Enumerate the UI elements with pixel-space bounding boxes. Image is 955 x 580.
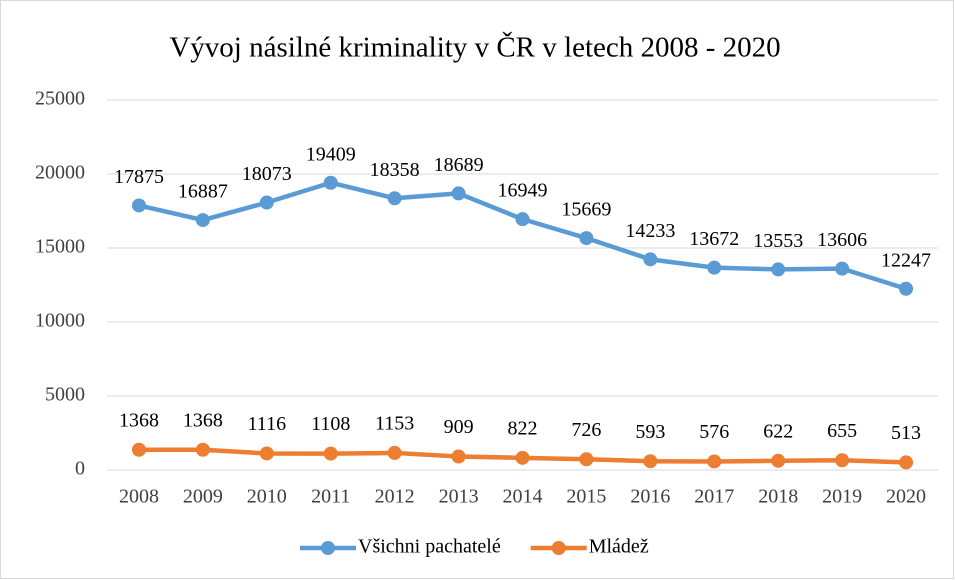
x-tick-label: 2009 — [183, 486, 223, 508]
data-point — [707, 454, 722, 469]
data-point — [195, 213, 210, 228]
x-tick-label: 2012 — [375, 486, 415, 508]
data-point — [259, 446, 274, 461]
data-point — [515, 450, 530, 465]
data-label: 12247 — [881, 249, 931, 271]
data-label: 19409 — [306, 143, 356, 165]
data-point — [259, 195, 274, 210]
legend-marker — [321, 541, 335, 555]
data-label: 1108 — [311, 413, 350, 435]
data-label: 593 — [635, 421, 665, 443]
legend-label: Mládež — [589, 536, 649, 558]
x-tick-label: 2020 — [886, 486, 926, 508]
x-tick-label: 2010 — [247, 486, 287, 508]
data-label: 1116 — [248, 413, 287, 435]
data-label: 14233 — [625, 220, 675, 242]
data-label: 13672 — [689, 228, 739, 250]
data-point — [771, 262, 786, 277]
data-label: 16949 — [498, 180, 548, 202]
data-point — [835, 261, 850, 276]
data-point — [771, 453, 786, 468]
y-tick-label: 15000 — [35, 236, 85, 258]
data-point — [451, 186, 466, 201]
data-point — [387, 191, 402, 206]
data-point — [387, 445, 402, 460]
x-tick-label: 2015 — [566, 486, 606, 508]
x-tick-label: 2011 — [311, 486, 350, 508]
data-point — [835, 453, 850, 468]
data-point — [579, 452, 594, 467]
data-point — [323, 446, 338, 461]
data-point — [899, 455, 914, 470]
x-tick-label: 2013 — [439, 486, 479, 508]
data-label: 1368 — [119, 409, 159, 431]
data-label: 18358 — [370, 159, 420, 181]
y-tick-label: 0 — [75, 458, 85, 480]
y-tick-label: 10000 — [35, 310, 85, 332]
data-point — [579, 231, 594, 246]
data-label: 13606 — [817, 229, 867, 251]
data-label: 822 — [508, 417, 538, 439]
data-point — [451, 449, 466, 464]
data-point — [643, 454, 658, 469]
x-tick-label: 2016 — [630, 486, 670, 508]
data-point — [131, 198, 146, 213]
y-tick-label: 20000 — [35, 162, 85, 184]
data-label: 13553 — [753, 230, 803, 252]
x-tick-label: 2017 — [694, 486, 734, 508]
chart-title: Vývoj násilné kriminality v ČR v letech … — [169, 31, 780, 64]
data-label: 726 — [571, 419, 601, 441]
data-label: 622 — [763, 420, 793, 442]
data-label: 15669 — [561, 199, 611, 221]
x-tick-label: 2019 — [822, 486, 862, 508]
y-tick-label: 5000 — [45, 384, 85, 406]
legend-marker — [551, 541, 566, 555]
y-tick-label: 25000 — [35, 88, 85, 110]
data-label: 576 — [699, 421, 729, 443]
data-point — [131, 442, 146, 457]
data-point — [195, 442, 210, 457]
x-tick-label: 2018 — [758, 486, 798, 508]
data-label: 909 — [444, 416, 474, 438]
x-tick-label: 2014 — [503, 486, 543, 508]
data-label: 1153 — [375, 413, 414, 435]
data-label: 18689 — [434, 154, 484, 176]
data-point — [643, 252, 658, 267]
data-point — [323, 175, 338, 190]
data-label: 655 — [827, 420, 857, 442]
data-point — [899, 281, 914, 296]
data-point — [515, 212, 530, 227]
data-label: 17875 — [114, 166, 164, 188]
data-label: 18073 — [242, 163, 292, 185]
legend-label: Všichni pachatelé — [358, 536, 501, 558]
data-label: 16887 — [178, 181, 228, 203]
data-point — [707, 260, 722, 275]
data-label: 1368 — [183, 409, 223, 431]
data-label: 513 — [891, 422, 921, 444]
x-tick-label: 2008 — [119, 486, 159, 508]
